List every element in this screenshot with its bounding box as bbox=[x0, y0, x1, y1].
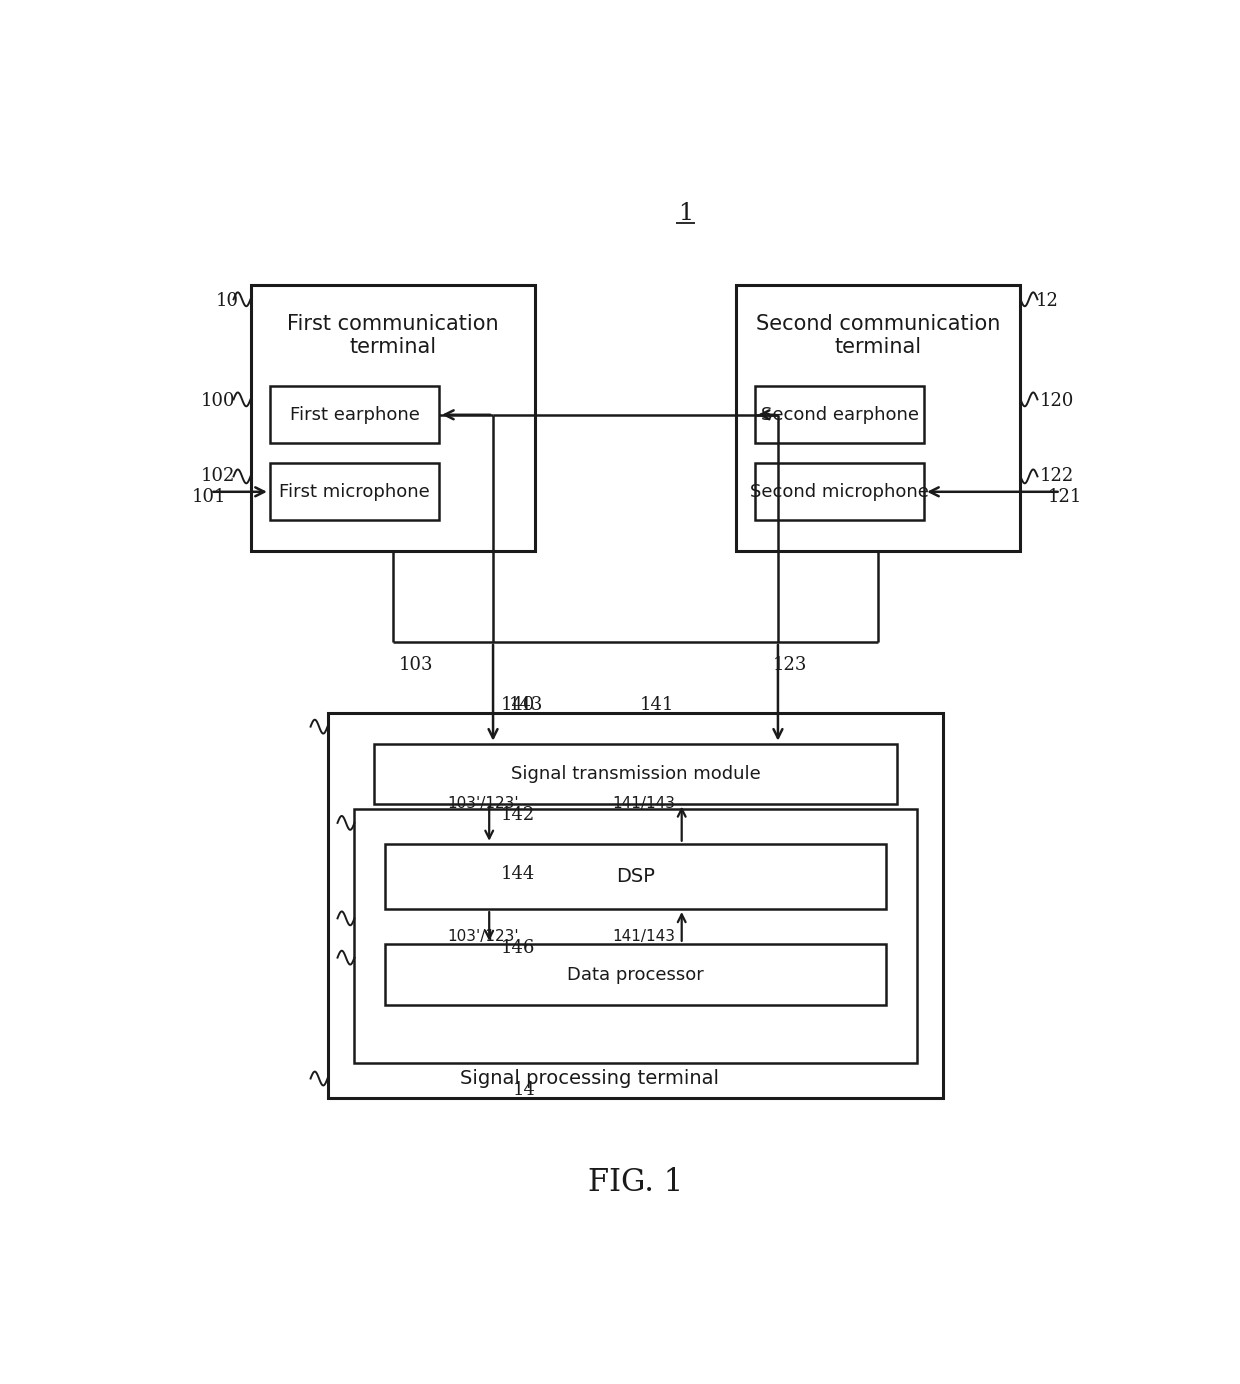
Text: Second microphone: Second microphone bbox=[750, 483, 929, 501]
Text: Signal transmission module: Signal transmission module bbox=[511, 765, 760, 783]
Text: 103'/123': 103'/123' bbox=[446, 796, 518, 811]
Text: 100: 100 bbox=[201, 392, 236, 410]
Text: 103: 103 bbox=[399, 656, 433, 674]
Text: 121: 121 bbox=[1048, 489, 1081, 507]
Text: 140: 140 bbox=[501, 696, 536, 714]
Bar bbox=[327, 713, 944, 1098]
Text: 123: 123 bbox=[773, 656, 807, 674]
Text: 141: 141 bbox=[640, 696, 673, 714]
Text: Signal processing terminal: Signal processing terminal bbox=[460, 1068, 719, 1088]
Text: 141/143: 141/143 bbox=[613, 929, 676, 944]
Text: 120: 120 bbox=[1040, 392, 1074, 410]
Text: First earphone: First earphone bbox=[289, 406, 419, 424]
Text: DSP: DSP bbox=[616, 866, 655, 886]
Bar bbox=[735, 285, 1021, 551]
Text: 14: 14 bbox=[512, 1081, 536, 1099]
Text: Data processor: Data processor bbox=[567, 966, 704, 984]
Text: First microphone: First microphone bbox=[279, 483, 430, 501]
Text: 146: 146 bbox=[501, 938, 536, 956]
Text: Second communication
terminal: Second communication terminal bbox=[756, 314, 1001, 357]
Bar bbox=[270, 386, 439, 443]
Text: 142: 142 bbox=[501, 807, 536, 825]
Text: 141/143: 141/143 bbox=[613, 796, 676, 811]
Text: 101: 101 bbox=[191, 489, 226, 507]
Text: 122: 122 bbox=[1040, 466, 1074, 484]
Bar bbox=[386, 944, 885, 1005]
Bar bbox=[755, 462, 924, 520]
Bar bbox=[386, 844, 885, 909]
Text: 12: 12 bbox=[1035, 292, 1059, 310]
Bar bbox=[373, 743, 898, 804]
Text: First communication
terminal: First communication terminal bbox=[288, 314, 498, 357]
Text: 143: 143 bbox=[508, 696, 543, 714]
Text: Second earphone: Second earphone bbox=[760, 406, 919, 424]
Text: FIG. 1: FIG. 1 bbox=[588, 1167, 683, 1199]
Bar bbox=[355, 810, 916, 1063]
Text: 103'/123': 103'/123' bbox=[446, 929, 518, 944]
Text: 102: 102 bbox=[201, 466, 236, 484]
Text: 144: 144 bbox=[501, 865, 536, 883]
Bar bbox=[755, 386, 924, 443]
Bar bbox=[270, 462, 439, 520]
Bar bbox=[250, 285, 536, 551]
Text: 10: 10 bbox=[216, 292, 239, 310]
Text: 1: 1 bbox=[678, 202, 693, 226]
